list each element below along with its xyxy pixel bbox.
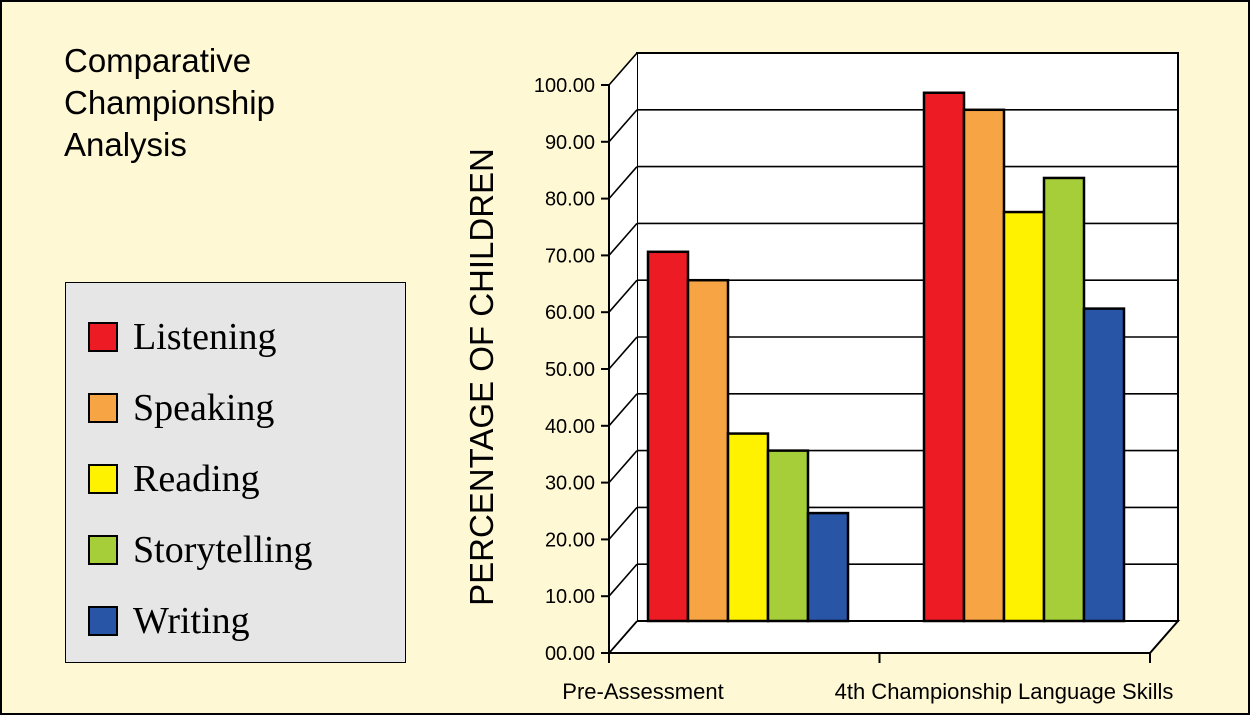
legend-swatch-speaking	[88, 393, 118, 423]
bar-listening-championship	[922, 91, 966, 623]
legend-swatch-storytelling	[88, 535, 118, 565]
legend-swatch-writing	[88, 606, 118, 636]
y-tick-label: 80.00	[545, 189, 595, 211]
bar-storytelling-pre-assessment	[766, 449, 810, 623]
gridline-diagonal	[608, 563, 638, 597]
gridline-diagonal	[608, 393, 638, 427]
y-axis-label: PERCENTAGE OF CHILDREN	[463, 148, 500, 606]
gridline-diagonal	[608, 336, 638, 370]
bar-reading-pre-assessment	[726, 432, 770, 623]
y-tick-label: 30.00	[545, 473, 595, 495]
chart-title-line-2: Championship	[64, 84, 275, 121]
y-tick-label: 40.00	[545, 416, 595, 438]
bar-listening-pre-assessment	[646, 250, 690, 623]
legend-swatch-reading	[88, 464, 118, 494]
gridline-diagonal	[608, 506, 638, 540]
legend-item-storytelling: Storytelling	[88, 526, 312, 574]
gridline-diagonal	[608, 450, 638, 484]
gridline-diagonal	[608, 166, 638, 200]
bar-writing-pre-assessment	[806, 511, 850, 623]
legend-label-storytelling: Storytelling	[133, 529, 313, 571]
y-tick-label: 10.00	[545, 586, 595, 608]
axes	[601, 84, 1151, 663]
bar-writing-championship	[1082, 307, 1126, 623]
y-tick-label: 60.00	[545, 302, 595, 324]
y-tick-label: 100.00	[534, 75, 595, 97]
legend-item-writing: Writing	[88, 597, 250, 645]
gridline-diagonal	[608, 52, 638, 86]
bars	[646, 91, 1126, 623]
legend-item-listening: Listening	[88, 313, 277, 361]
x-tick-label: 4th Championship Language Skills	[835, 679, 1174, 704]
gridline-diagonal	[608, 222, 638, 256]
y-tick-label: 70.00	[545, 245, 595, 267]
legend-label-listening: Listening	[133, 316, 277, 358]
legend-swatch-listening	[88, 322, 118, 352]
x-tick-label: Pre-Assessment	[562, 679, 723, 704]
legend-label-speaking: Speaking	[133, 387, 275, 429]
legend-item-reading: Reading	[88, 455, 260, 503]
y-tick-labels: 00.00 10.00 20.00 30.00 40.00 50.00 60.00 70.00…	[534, 75, 595, 665]
gridline-diagonal	[608, 109, 638, 143]
legend-label-reading: Reading	[133, 458, 260, 500]
y-tick-label: 20.00	[545, 529, 595, 551]
gridline-diagonal	[608, 279, 638, 313]
bar-reading-championship	[1002, 210, 1046, 623]
legend-item-speaking: Speaking	[88, 384, 274, 432]
gridline-diagonal	[608, 620, 638, 654]
x-tick-labels: Pre-Assessment 4th Championship Language …	[562, 679, 1173, 704]
floor	[606, 620, 1181, 654]
y-tick-label: 00.00	[545, 643, 595, 665]
chart-title-line-3: Analysis	[64, 126, 187, 163]
chart-title: Comparative Championship Analysis	[64, 40, 424, 166]
chart-title-line-1: Comparative	[64, 42, 252, 79]
legend-label-writing: Writing	[133, 600, 250, 642]
legend: Listening Speaking Reading Storytelling …	[65, 282, 406, 663]
bar-speaking-pre-assessment	[686, 278, 730, 623]
bar-storytelling-championship	[1042, 176, 1086, 623]
y-tick-label: 50.00	[545, 359, 595, 381]
bar-speaking-championship	[962, 108, 1006, 623]
y-tick-label: 90.00	[545, 132, 595, 154]
